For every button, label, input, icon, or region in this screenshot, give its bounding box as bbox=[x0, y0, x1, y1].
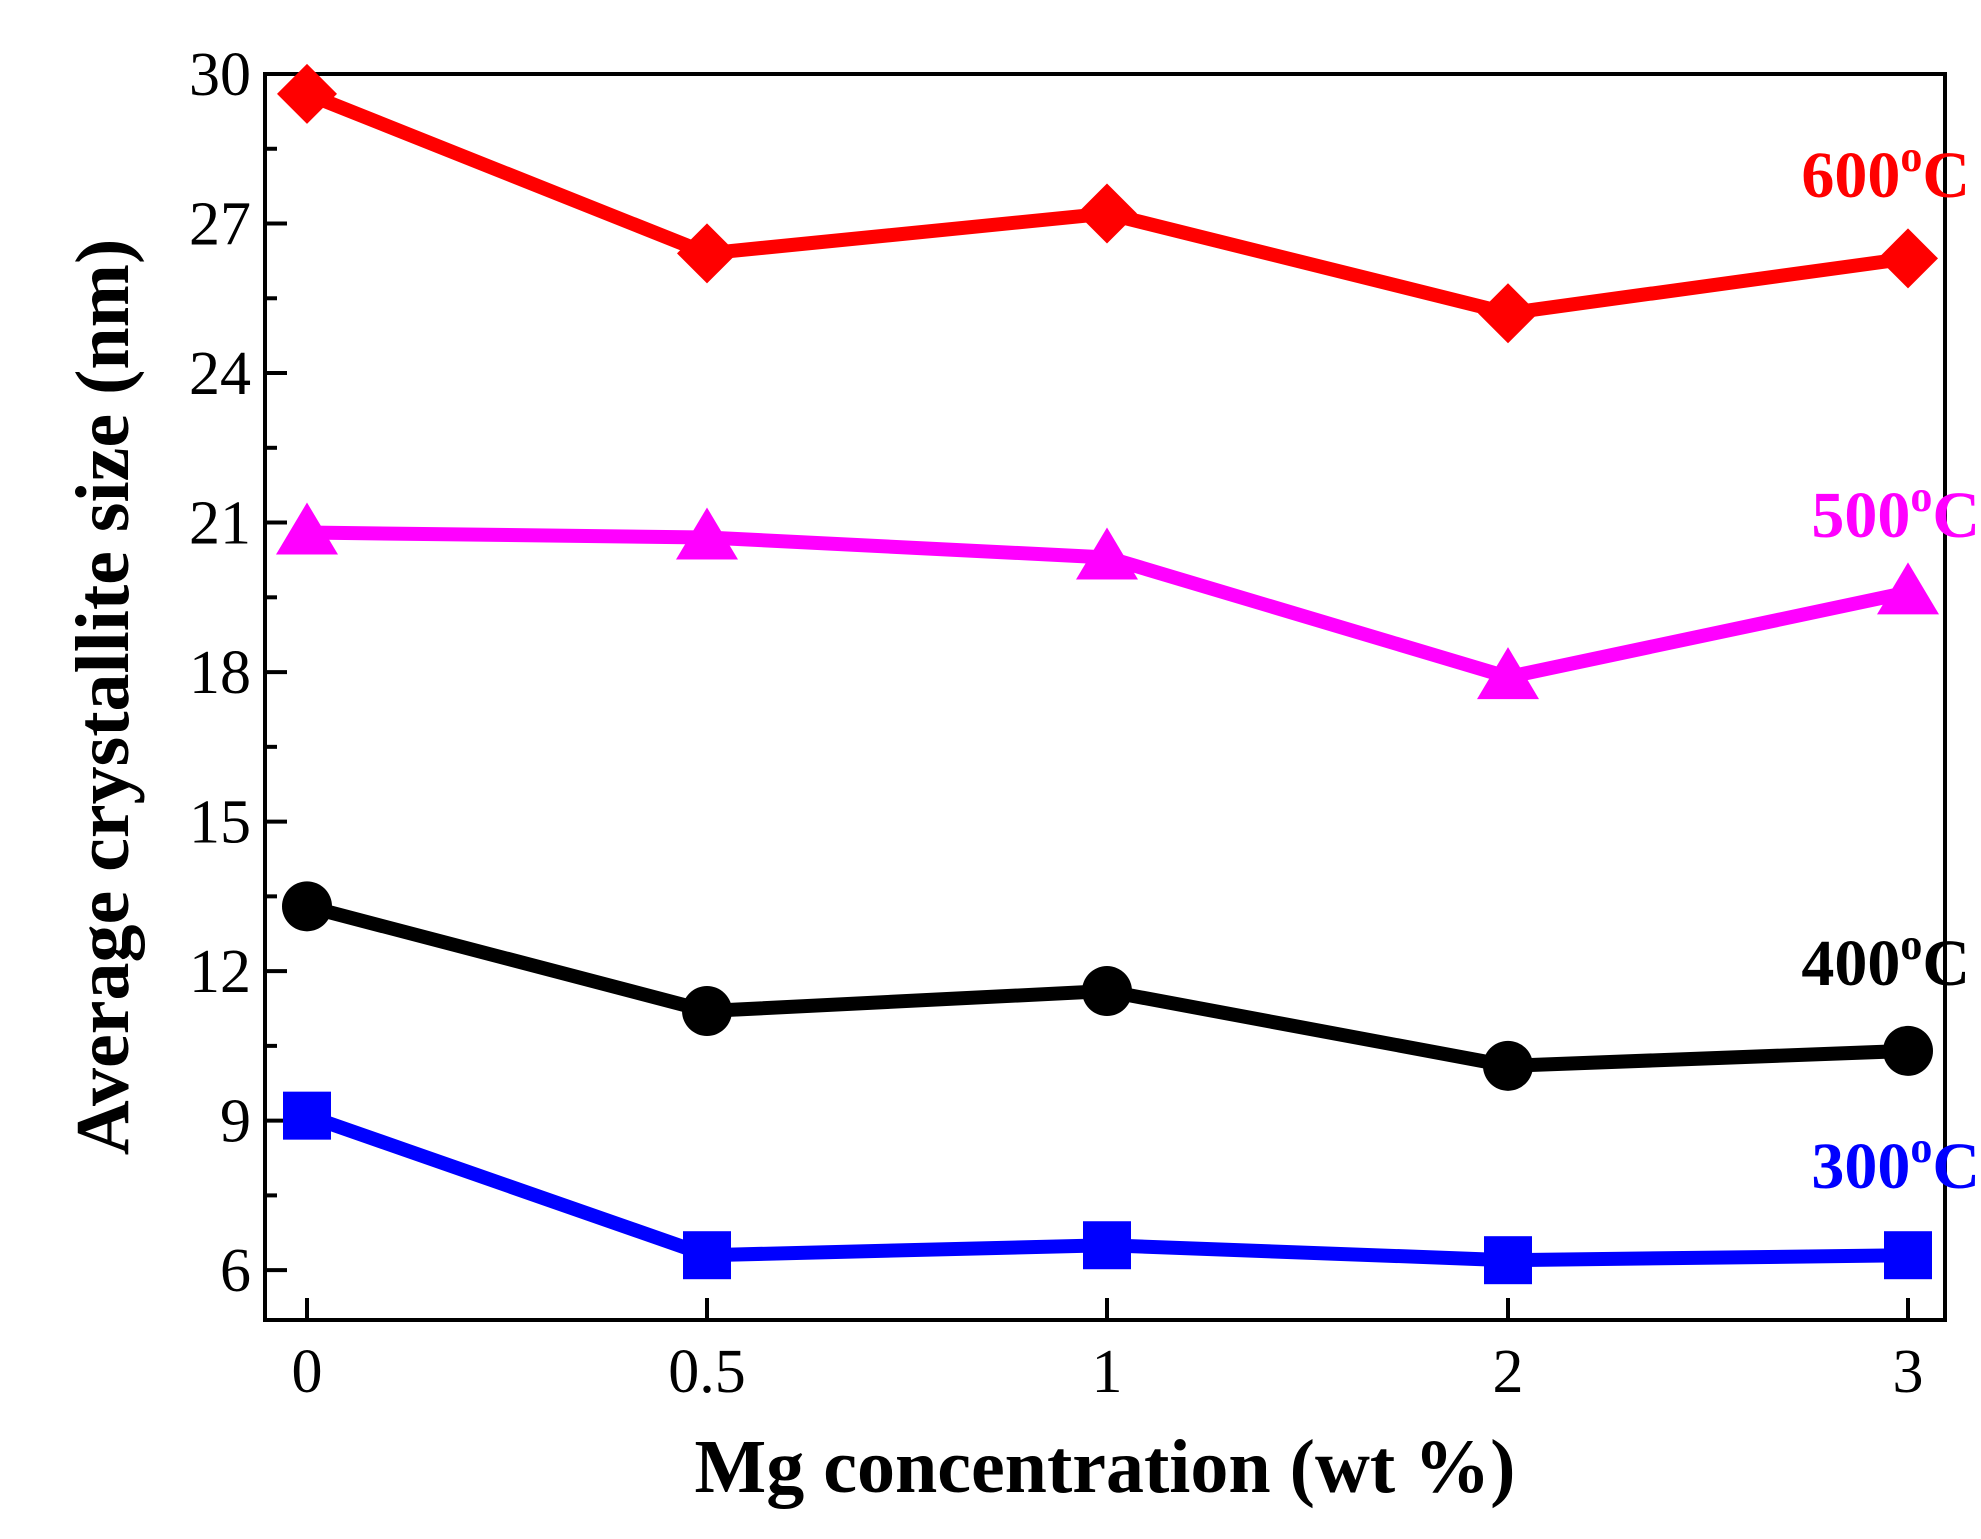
series-label: 600oC bbox=[1801, 132, 1970, 212]
y-tick-label: 9 bbox=[220, 1088, 251, 1156]
y-tick-label: 12 bbox=[189, 938, 251, 1006]
data-point-square bbox=[1083, 1221, 1131, 1270]
series-label-unit: C bbox=[1932, 479, 1980, 552]
data-point-circle bbox=[1082, 966, 1132, 1017]
y-tick-label: 15 bbox=[189, 789, 251, 857]
y-axis-title: Average crystallite size (nm) bbox=[61, 239, 145, 1156]
data-point-square bbox=[1484, 1236, 1532, 1285]
series-label-unit: C bbox=[1922, 927, 1970, 1000]
data-point-triangle bbox=[1877, 562, 1939, 615]
series-label-unit: C bbox=[1932, 1130, 1980, 1203]
series-label: 500oC bbox=[1811, 472, 1980, 552]
data-point-triangle bbox=[676, 507, 738, 560]
labels-layer: Mg concentration (wt %) Average crystalli… bbox=[61, 132, 1980, 1509]
series-label-degree: o bbox=[1910, 472, 1932, 521]
data-point-diamond bbox=[1077, 183, 1137, 244]
y-tick-label: 21 bbox=[189, 490, 251, 558]
data-point-triangle bbox=[1477, 647, 1539, 700]
data-point-triangle bbox=[276, 502, 338, 555]
x-tick-label: 0.5 bbox=[668, 1338, 746, 1406]
series-label-value: 500 bbox=[1811, 479, 1910, 552]
data-point-diamond bbox=[1878, 228, 1938, 289]
series-label-unit: C bbox=[1922, 139, 1970, 212]
data-point-circle bbox=[1483, 1040, 1533, 1091]
series-label: 300oC bbox=[1811, 1123, 1980, 1203]
x-tick-label: 3 bbox=[1893, 1338, 1924, 1406]
plot-frame bbox=[263, 72, 1947, 1322]
data-point-circle bbox=[682, 985, 732, 1036]
series-label: 400oC bbox=[1801, 920, 1970, 1000]
series-label-value: 400 bbox=[1801, 927, 1900, 1000]
data-point-triangle bbox=[1076, 527, 1138, 580]
y-tick-label: 27 bbox=[189, 191, 251, 259]
series-diamond bbox=[277, 63, 1938, 344]
y-tick-label: 30 bbox=[189, 41, 251, 109]
y-tick-label: 18 bbox=[189, 639, 251, 707]
data-point-square bbox=[283, 1091, 331, 1140]
x-tick-label: 0 bbox=[292, 1338, 323, 1406]
series-label-value: 300 bbox=[1811, 1130, 1910, 1203]
data-point-circle bbox=[1883, 1025, 1933, 1076]
data-point-square bbox=[683, 1231, 731, 1280]
y-tick-label: 6 bbox=[220, 1237, 251, 1305]
series-label-value: 600 bbox=[1801, 139, 1900, 212]
series-triangle bbox=[276, 502, 1939, 700]
x-tick-label: 1 bbox=[1092, 1338, 1123, 1406]
data-point-diamond bbox=[277, 63, 337, 124]
data-point-diamond bbox=[677, 223, 737, 284]
x-tick-label: 2 bbox=[1493, 1338, 1524, 1406]
y-tick-label: 24 bbox=[189, 340, 251, 408]
data-point-square bbox=[1884, 1231, 1932, 1280]
x-axis-title: Mg concentration (wt %) bbox=[694, 1425, 1515, 1509]
data-point-diamond bbox=[1478, 283, 1538, 344]
data-point-circle bbox=[282, 881, 332, 932]
series-label-degree: o bbox=[1900, 920, 1922, 969]
series-circle bbox=[282, 881, 1933, 1091]
series-square bbox=[283, 1091, 1932, 1285]
series-label-degree: o bbox=[1900, 132, 1922, 181]
series-label-degree: o bbox=[1910, 1123, 1932, 1172]
series-layer bbox=[276, 63, 1939, 1285]
